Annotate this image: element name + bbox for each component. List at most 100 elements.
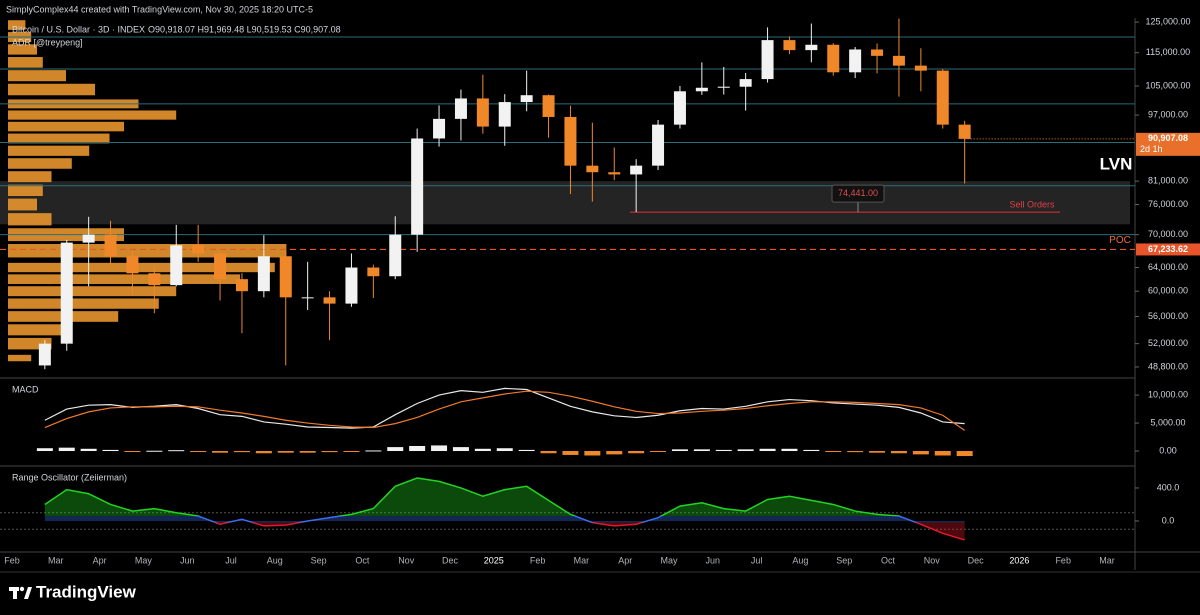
candle-body — [542, 95, 555, 117]
histogram-bar — [365, 450, 382, 452]
histogram-bar — [869, 451, 886, 453]
volume-profile-bar — [8, 298, 159, 309]
y-tick-label: 81,000.00 — [1148, 176, 1188, 186]
histogram-bar — [671, 449, 688, 452]
histogram-bar — [452, 447, 469, 452]
candle-body — [38, 343, 51, 366]
x-tick-label: Nov — [398, 555, 415, 565]
x-tick-label: Sep — [836, 555, 852, 565]
candle-body — [454, 98, 467, 119]
histogram-bar — [255, 451, 272, 454]
candle-body — [871, 49, 884, 56]
histogram-bar — [737, 449, 754, 452]
candle-body — [673, 91, 686, 125]
symbol: Bitcoin / U.S. Dollar · 3D · INDEX — [12, 24, 145, 34]
ohlc: O90,918.07 H91,969.48 L90,519.53 C90,907… — [148, 24, 341, 34]
histogram-bar — [58, 447, 75, 452]
y-tick-label: 10,000.00 — [1148, 389, 1188, 399]
sell-orders-label: Sell Orders — [1009, 199, 1055, 209]
x-tick-label: May — [660, 555, 678, 565]
candle-body — [958, 124, 971, 139]
volume-profile-bar — [8, 262, 275, 273]
histogram-bar — [343, 451, 360, 453]
y-tick-label: 76,000.00 — [1148, 199, 1188, 209]
histogram-bar — [912, 451, 929, 455]
candle-body — [389, 234, 402, 277]
poc-price-label: 67,233.62 — [1148, 244, 1188, 254]
x-tick-label: Aug — [267, 555, 283, 565]
histogram-bar — [825, 451, 842, 453]
x-tick-label: 2025 — [484, 555, 504, 565]
volume-profile-bar — [8, 44, 37, 55]
histogram-bar — [212, 451, 229, 453]
plot: LVN POC 67,233.62 Sell Orders 74,441.00 125,0… — [0, 16, 1200, 565]
oscillator-area — [44, 478, 965, 540]
y-tick-label: 400.0 — [1157, 482, 1180, 492]
candle-body — [652, 124, 665, 166]
x-tick-label: Mar — [574, 555, 590, 565]
candle-body — [345, 267, 358, 304]
y-tick-label: 97,000.00 — [1148, 109, 1188, 119]
candle-body — [170, 245, 183, 286]
oscillator-line — [44, 477, 965, 541]
volume-profile-bar — [8, 286, 177, 297]
y-tick-label: 48,800.00 — [1148, 361, 1188, 371]
histogram-bar — [168, 450, 185, 452]
candle-body — [60, 242, 73, 344]
sell-price-box — [831, 184, 885, 203]
histogram-bar — [233, 451, 250, 453]
y-tick-label: 52,000.00 — [1148, 338, 1188, 348]
histogram-bar — [431, 445, 448, 452]
volume-profile-bar — [8, 121, 124, 132]
candle-body — [433, 118, 446, 139]
y-tick-label: 70,000.00 — [1148, 229, 1188, 239]
candle-body — [586, 165, 599, 173]
candle-body — [608, 172, 621, 175]
histogram-bar — [409, 445, 426, 452]
histogram-bar — [540, 451, 557, 454]
histogram-bar — [124, 451, 141, 453]
volume-profile-bar — [8, 133, 110, 144]
histogram-bar — [518, 449, 535, 452]
y-tick-label: 5,000.00 — [1150, 417, 1185, 427]
candle-body — [498, 102, 511, 127]
volume-profile-bar — [8, 158, 72, 169]
volume-profile-bar — [8, 83, 95, 96]
indicator: ADR [@treypeng] — [12, 37, 83, 47]
volume-profile-bar — [8, 198, 37, 211]
volume-profile-bar — [8, 274, 240, 284]
histogram-bar — [474, 448, 491, 452]
volume-profile-bar — [8, 354, 32, 362]
candle-body — [783, 40, 796, 51]
histogram-bar — [934, 451, 951, 456]
histogram-bar — [803, 449, 820, 452]
macd-line — [44, 390, 965, 431]
y-tick-label: 60,000.00 — [1148, 286, 1188, 296]
histogram-bar — [584, 451, 601, 456]
lvn-label: LVN — [1100, 155, 1133, 174]
y-tick-label: 0.00 — [1159, 445, 1177, 455]
candle-body — [82, 234, 95, 243]
x-tick-label: Jul — [225, 555, 237, 565]
x-tick-label: Sep — [311, 555, 327, 565]
candle-body — [323, 297, 336, 304]
x-tick-label: Oct — [881, 555, 896, 565]
volume-profile-bar — [8, 171, 52, 183]
histogram-bar — [693, 449, 710, 452]
volume-profile-bar — [8, 70, 66, 82]
x-tick-label: Nov — [924, 555, 941, 565]
x-tick-label: Feb — [4, 555, 20, 565]
histogram-bar — [36, 448, 53, 452]
x-tick-label: Feb — [1055, 555, 1071, 565]
candle-body — [936, 70, 949, 125]
candle-body — [476, 98, 489, 127]
candle-body — [849, 49, 862, 73]
last-price-box — [1136, 132, 1200, 156]
candle-body — [235, 279, 248, 292]
volume-profile-bar — [8, 110, 177, 120]
candle-body — [695, 87, 708, 92]
candle-body — [257, 256, 270, 292]
histogram-bar — [496, 448, 513, 452]
candle-body — [892, 55, 905, 66]
candle-body — [192, 245, 205, 254]
